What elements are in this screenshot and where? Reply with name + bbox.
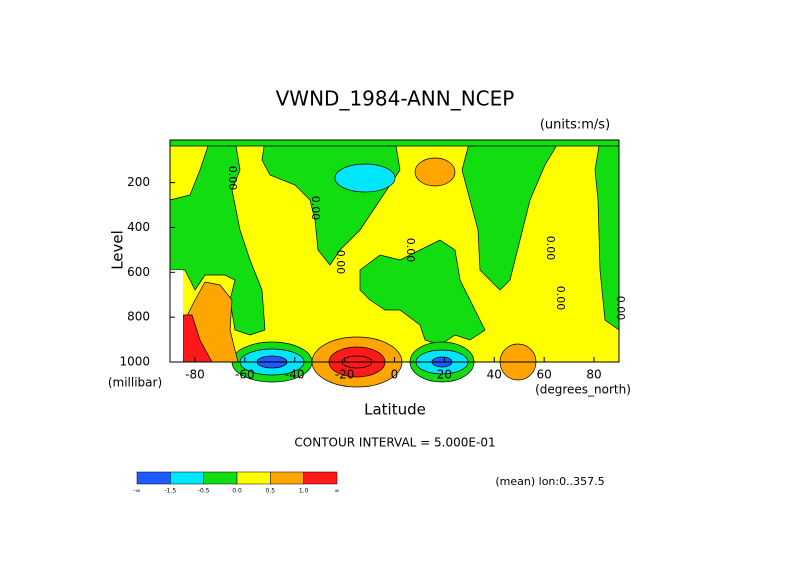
contour-label: 0.00 bbox=[544, 236, 557, 261]
missing-data bbox=[170, 270, 183, 362]
colorbar-box bbox=[136, 471, 171, 485]
contour-label: 0.00 bbox=[554, 286, 567, 311]
x-tick-label: -60 bbox=[235, 368, 255, 382]
x-tick-label: -80 bbox=[185, 368, 205, 382]
x-tick-label: -20 bbox=[335, 368, 355, 382]
contour-label: 0.00 bbox=[614, 296, 627, 321]
y-tick-label: 600 bbox=[127, 265, 150, 279]
y-tick-label: 1000 bbox=[119, 355, 150, 369]
x-tick-label: 0 bbox=[391, 368, 399, 382]
colorbar-label: 0.5 bbox=[266, 488, 276, 495]
colorbar-label: 0.0 bbox=[232, 488, 242, 495]
chart-title: VWND_1984-ANN_NCEP bbox=[276, 87, 515, 111]
colorbar-box bbox=[170, 471, 204, 485]
x-tick-label: 80 bbox=[586, 368, 601, 382]
y-tick-label: 800 bbox=[127, 310, 150, 324]
contour-label: 0.00 bbox=[334, 250, 347, 275]
colorbar-label: -∞ bbox=[133, 488, 140, 495]
contour-fill bbox=[359, 239, 486, 346]
y-tick-label: 400 bbox=[127, 220, 150, 234]
contour-fill bbox=[169, 139, 266, 336]
x-tick-label: 20 bbox=[437, 368, 452, 382]
contour-field bbox=[169, 139, 620, 388]
units-label: (units:m/s) bbox=[540, 118, 610, 133]
colorbar-box bbox=[203, 471, 238, 485]
x-tick-label: -40 bbox=[285, 368, 305, 382]
contour-fill bbox=[334, 163, 396, 193]
y-units-label: (millibar) bbox=[108, 376, 162, 390]
y-tick-label: 200 bbox=[127, 175, 150, 189]
colorbar-label: ∞ bbox=[335, 488, 340, 495]
contour-label: 0.00 bbox=[226, 166, 239, 191]
colorbar-label: 1.0 bbox=[299, 488, 309, 495]
colorbar-box bbox=[270, 471, 304, 485]
contour-fill bbox=[461, 139, 561, 291]
x-axis-label: Latitude bbox=[364, 401, 426, 419]
colorbar-box bbox=[303, 471, 338, 485]
contour-label: 0.00 bbox=[404, 238, 417, 263]
contour-fill bbox=[169, 139, 620, 147]
contour-fill bbox=[414, 157, 456, 187]
colorbar-box bbox=[236, 471, 271, 485]
x-tick-label: 60 bbox=[537, 368, 552, 382]
x-units-label: (degrees_north) bbox=[535, 383, 631, 397]
contour-interval: CONTOUR INTERVAL = 5.000E-01 bbox=[294, 436, 495, 450]
colorbar-label: -0.5 bbox=[198, 488, 210, 495]
note: (mean) lon:0..357.5 bbox=[495, 475, 604, 488]
contour-label: 0.00 bbox=[309, 196, 322, 221]
colorbar-label: -1.5 bbox=[164, 488, 176, 495]
y-axis-label: Level bbox=[109, 230, 127, 270]
x-tick-label: 40 bbox=[487, 368, 502, 382]
